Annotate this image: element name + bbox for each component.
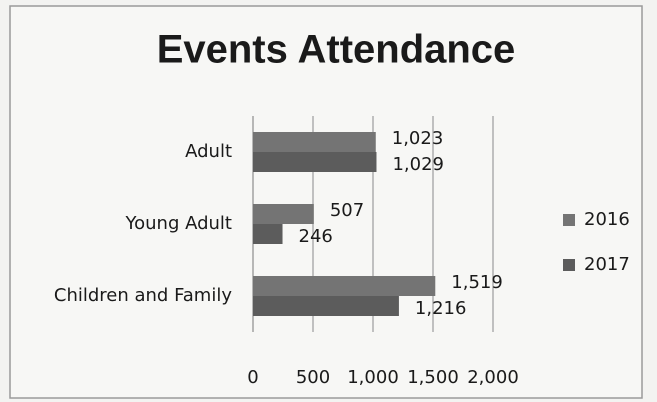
bar xyxy=(253,276,436,296)
y-tick-label: Children and Family xyxy=(54,285,232,306)
data-label: 507 xyxy=(330,200,364,221)
data-label: 1,023 xyxy=(392,128,444,149)
bar xyxy=(253,132,376,152)
data-label: 1,029 xyxy=(392,154,444,175)
legend-label: 2016 xyxy=(584,209,630,230)
data-label: 246 xyxy=(299,226,333,247)
bar xyxy=(253,152,377,172)
legend-swatch xyxy=(563,214,575,226)
chart-frame xyxy=(9,5,643,399)
x-tick-label: 1,000 xyxy=(347,367,399,388)
y-tick-label: Young Adult xyxy=(125,213,232,234)
x-tick-label: 0 xyxy=(247,367,258,388)
bar xyxy=(253,296,399,316)
x-tick-label: 2,000 xyxy=(467,367,519,388)
legend-swatch xyxy=(563,259,575,271)
data-label: 1,216 xyxy=(415,298,467,319)
data-label: 1,519 xyxy=(451,272,503,293)
chart-title: Events Attendance xyxy=(157,28,516,72)
x-tick-label: 1,500 xyxy=(407,367,459,388)
y-tick-label: Adult xyxy=(185,141,232,162)
bar xyxy=(253,224,283,244)
legend-label: 2017 xyxy=(584,254,630,275)
bar xyxy=(253,204,314,224)
x-tick-label: 500 xyxy=(296,367,330,388)
